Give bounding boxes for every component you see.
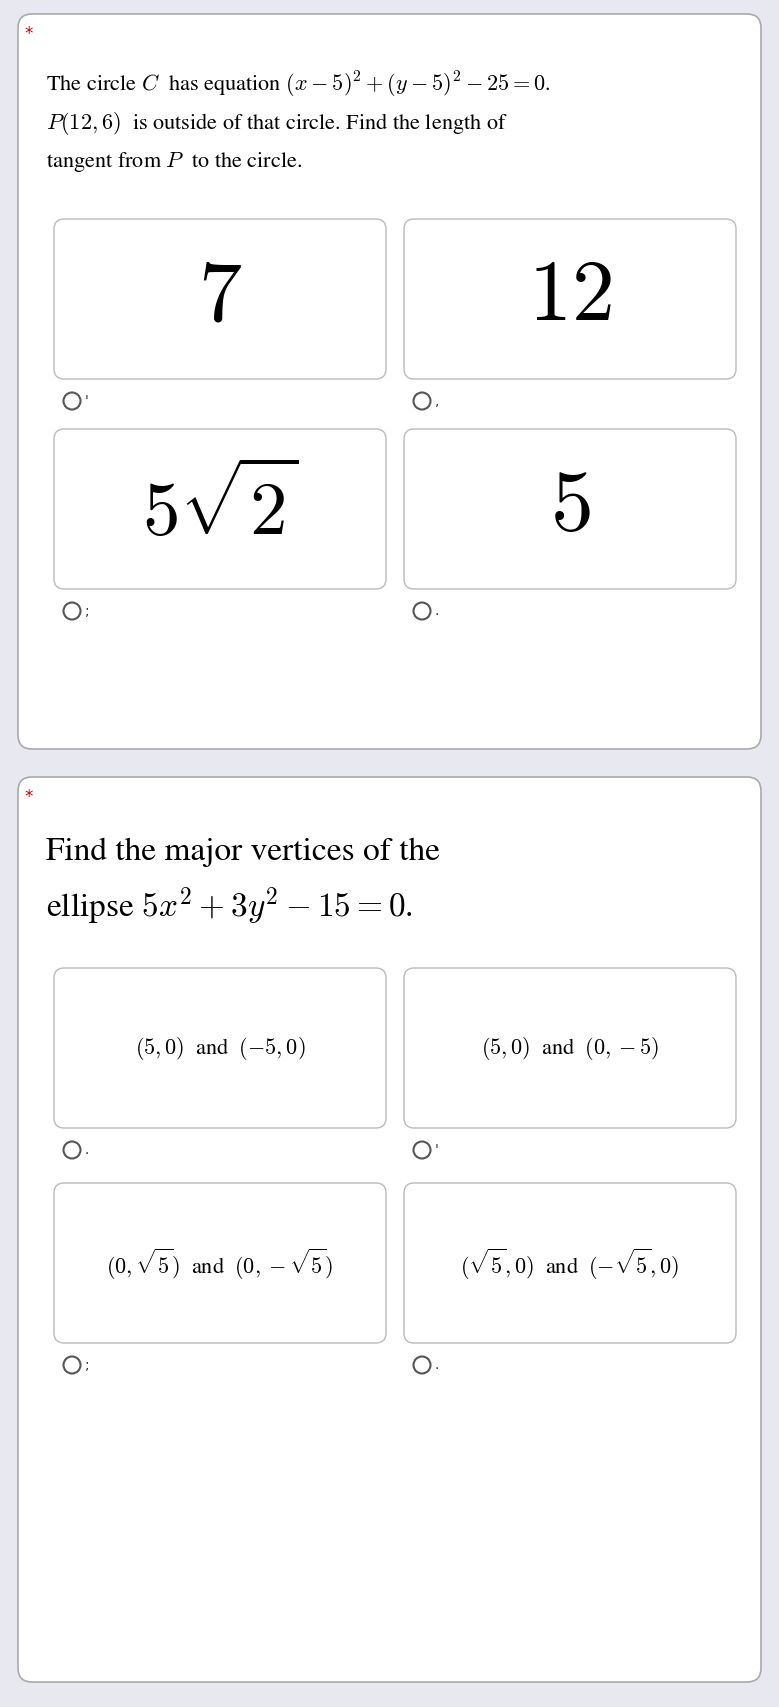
Text: The circle $C$  has equation $(x-5)^2+(y-5)^2-25=0$.: The circle $C$ has equation $(x-5)^2+(y-… — [46, 70, 551, 101]
FancyBboxPatch shape — [404, 968, 736, 1128]
Text: ;: ; — [85, 604, 90, 618]
Text: $(5,0)$  and  $(0,-5)$: $(5,0)$ and $(0,-5)$ — [481, 1034, 659, 1062]
Text: tangent from $P$  to the circle.: tangent from $P$ to the circle. — [46, 150, 302, 174]
Text: ;: ; — [85, 1357, 90, 1371]
FancyBboxPatch shape — [54, 430, 386, 589]
FancyBboxPatch shape — [18, 15, 761, 749]
Text: $(0,\sqrt{5})$  and  $(0,-\sqrt{5})$: $(0,\sqrt{5})$ and $(0,-\sqrt{5})$ — [107, 1246, 333, 1280]
FancyBboxPatch shape — [18, 778, 761, 1681]
FancyBboxPatch shape — [404, 220, 736, 379]
Text: ,: , — [435, 394, 439, 408]
FancyBboxPatch shape — [404, 1183, 736, 1343]
Text: .: . — [435, 1357, 439, 1371]
FancyBboxPatch shape — [54, 968, 386, 1128]
Text: *: * — [24, 26, 33, 43]
FancyBboxPatch shape — [54, 1183, 386, 1343]
Text: .: . — [435, 604, 439, 618]
Text: $(\sqrt{5},0)$  and  $(-\sqrt{5},0)$: $(\sqrt{5},0)$ and $(-\sqrt{5},0)$ — [460, 1246, 680, 1280]
Text: ': ' — [85, 394, 89, 408]
Text: ': ' — [435, 1142, 439, 1156]
Text: *: * — [24, 787, 33, 806]
Text: .: . — [85, 1142, 90, 1156]
FancyBboxPatch shape — [54, 220, 386, 379]
Text: $5\sqrt{2}$: $5\sqrt{2}$ — [142, 468, 298, 551]
Text: ellipse $5x^2+3y^2-15=0$.: ellipse $5x^2+3y^2-15=0$. — [46, 886, 413, 929]
Text: $7$: $7$ — [198, 261, 242, 340]
FancyBboxPatch shape — [404, 430, 736, 589]
Text: $(5,0)$  and  $(-5,0)$: $(5,0)$ and $(-5,0)$ — [135, 1034, 305, 1062]
Text: $P(12,6)$  is outside of that circle. Find the length of: $P(12,6)$ is outside of that circle. Fin… — [46, 109, 508, 137]
Text: Find the major vertices of the: Find the major vertices of the — [46, 838, 440, 867]
Text: $5$: $5$ — [550, 471, 590, 550]
Text: $12$: $12$ — [528, 261, 612, 340]
